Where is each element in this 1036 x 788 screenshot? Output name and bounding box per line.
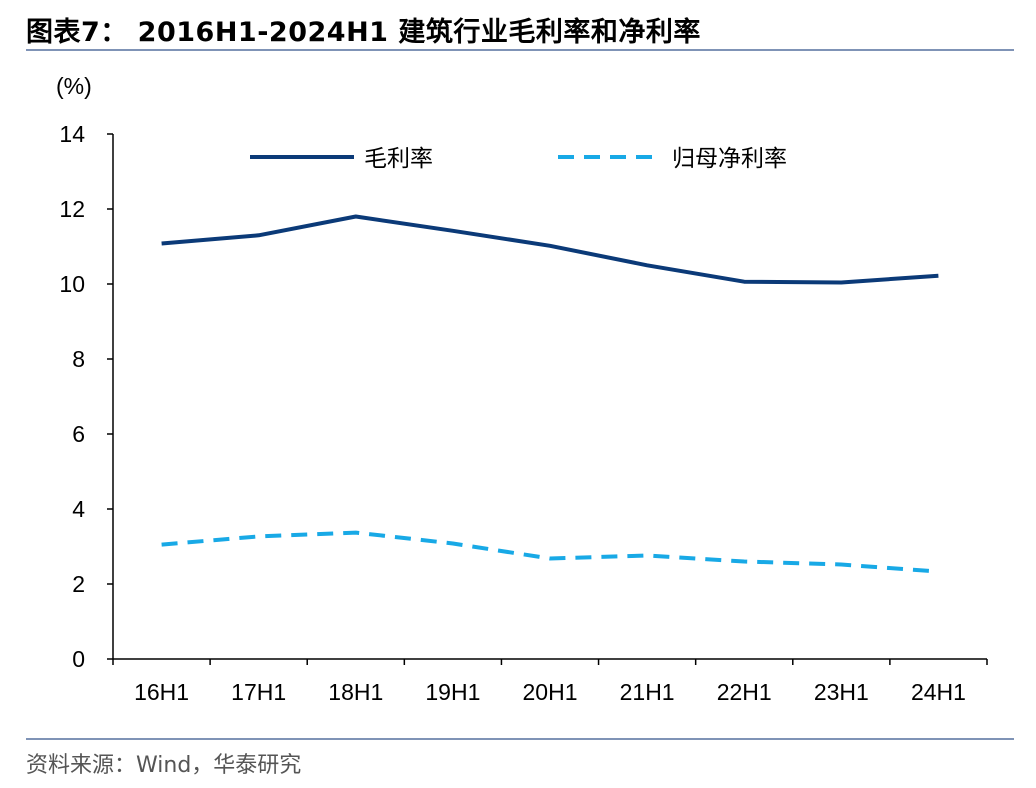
net-margin-line <box>161 530 939 574</box>
y-tick-label: 12 <box>59 196 85 222</box>
x-tick-label: 20H1 <box>523 679 578 705</box>
chart-axes: 0 2 4 6 8 10 12 14 16H1 17H1 18H1 19H1 20H1 21H1 22H1 2… <box>59 121 988 705</box>
y-tick-label: 8 <box>72 346 85 372</box>
y-axis-unit-label: (%) <box>56 73 92 99</box>
y-tick-label: 14 <box>59 121 85 147</box>
x-tick-label: 16H1 <box>134 679 189 705</box>
chart-series <box>161 214 939 574</box>
footer-divider <box>26 738 1014 740</box>
x-tick-label: 21H1 <box>620 679 675 705</box>
y-tick-label: 6 <box>72 421 85 447</box>
x-tick-label: 24H1 <box>911 679 966 705</box>
gross-margin-line <box>161 214 939 285</box>
x-tick-label: 19H1 <box>425 679 480 705</box>
chart-legend: 毛利率 归母净利率 <box>250 146 787 172</box>
y-tick-label: 2 <box>72 571 85 597</box>
title-divider <box>26 49 1014 51</box>
x-tick-label: 18H1 <box>328 679 383 705</box>
source-note: 资料来源：Wind，华泰研究 <box>26 753 302 778</box>
chart-title: 图表7： 2016H1-2024H1 建筑行业毛利率和净利率 <box>26 17 701 48</box>
y-tick-label: 10 <box>59 271 85 297</box>
y-tick-label: 4 <box>72 496 85 522</box>
x-tick-label: 17H1 <box>231 679 286 705</box>
y-tick-label: 0 <box>72 646 85 672</box>
x-tick-label: 22H1 <box>717 679 772 705</box>
legend-label-gross-margin: 毛利率 <box>364 146 433 172</box>
legend-label-net-margin: 归母净利率 <box>672 146 787 172</box>
x-tick-label: 23H1 <box>814 679 869 705</box>
